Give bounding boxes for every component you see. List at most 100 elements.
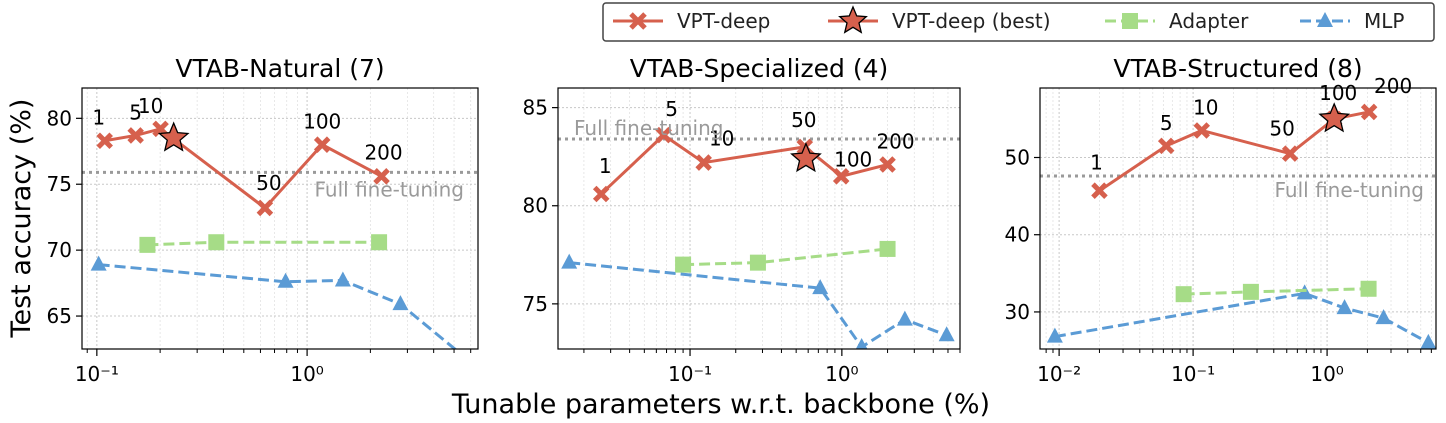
full-finetune-label: Full fine-tuning bbox=[574, 116, 723, 140]
series-adapter bbox=[1175, 280, 1377, 303]
plot-area bbox=[1046, 102, 1436, 349]
data-point bbox=[371, 234, 388, 251]
data-point bbox=[334, 271, 351, 287]
legend-label: VPT-deep bbox=[677, 9, 770, 33]
point-label: 50 bbox=[256, 171, 281, 195]
grid bbox=[1040, 88, 1436, 353]
data-point bbox=[208, 234, 225, 251]
y-axis-label: Test accuracy (%) bbox=[6, 99, 37, 339]
data-point bbox=[695, 154, 712, 171]
data-point bbox=[1193, 122, 1211, 139]
data-point bbox=[812, 279, 829, 295]
data-point bbox=[96, 132, 113, 149]
plot-area bbox=[561, 126, 955, 349]
point-label: 50 bbox=[791, 108, 816, 132]
data-point bbox=[1318, 102, 1351, 133]
series-vpt-deep-best bbox=[790, 141, 822, 173]
x-axis-label: Tunable parameters w.r.t. backbone (%) bbox=[451, 389, 990, 420]
point-label: 200 bbox=[364, 140, 402, 164]
series-mlp bbox=[561, 253, 955, 349]
series-line bbox=[1054, 291, 1430, 345]
y-tick-label: 85 bbox=[523, 96, 548, 120]
series-line bbox=[147, 240, 380, 247]
data-point bbox=[1157, 137, 1175, 155]
data-point bbox=[879, 240, 896, 257]
series-vpt-deep-best bbox=[1318, 102, 1351, 133]
legend-entry-vpt-deep-best: VPT-deep (best) bbox=[828, 5, 1051, 34]
data-point bbox=[1175, 286, 1192, 303]
series-vpt-deep bbox=[96, 120, 390, 217]
data-point bbox=[879, 156, 896, 173]
data-point bbox=[458, 349, 474, 364]
point-label: 10 bbox=[709, 127, 734, 151]
data-point bbox=[1046, 327, 1063, 343]
point-label: 200 bbox=[1374, 74, 1412, 98]
legend-marker bbox=[629, 12, 647, 30]
data-point bbox=[277, 272, 294, 288]
data-point bbox=[938, 326, 955, 342]
y-tick-label: 30 bbox=[1005, 300, 1030, 324]
data-point bbox=[313, 136, 331, 153]
point-label: 5 bbox=[665, 97, 678, 121]
legend-label: VPT-deep (best) bbox=[892, 9, 1051, 33]
y-tick-label: 65 bbox=[47, 304, 72, 328]
y-tick-label: 50 bbox=[1005, 145, 1030, 169]
x-tick-label: 10⁰ bbox=[290, 362, 323, 386]
data-point bbox=[675, 256, 692, 273]
point-label: 200 bbox=[876, 130, 914, 154]
data-point bbox=[1091, 182, 1108, 199]
x-tick-label: 10⁻¹ bbox=[75, 362, 119, 386]
legend-label: Adapter bbox=[1169, 9, 1249, 33]
data-point bbox=[127, 127, 144, 144]
data-point bbox=[832, 168, 850, 185]
series-adapter bbox=[675, 240, 896, 273]
panel-1: 1 510 50 100 200 Full fine-tuning 65 70 75 80 10⁻¹… bbox=[47, 54, 479, 386]
y-tick-label: 40 bbox=[1005, 223, 1030, 247]
series-vpt-deep-best bbox=[157, 121, 190, 152]
point-label: 1 bbox=[1090, 151, 1103, 175]
point-label: 100 bbox=[834, 147, 872, 171]
x-tick-label: 10⁰ bbox=[825, 362, 858, 386]
x-tick-label: 10⁻¹ bbox=[668, 362, 712, 386]
legend-entry-mlp: MLP bbox=[1300, 9, 1404, 33]
legend-entry-adapter: Adapter bbox=[1105, 9, 1249, 33]
series-mlp bbox=[90, 255, 474, 364]
data-point bbox=[655, 126, 672, 144]
axes-frame bbox=[1039, 87, 1437, 350]
data-point bbox=[1420, 333, 1436, 349]
legend-entry-vpt-deep: VPT-deep bbox=[613, 9, 770, 33]
series-line bbox=[683, 247, 888, 267]
data-point bbox=[790, 141, 822, 173]
x-tick-label: 10⁻² bbox=[1037, 362, 1081, 386]
data-point bbox=[90, 255, 107, 271]
series-line bbox=[1183, 287, 1369, 296]
data-point bbox=[1375, 309, 1392, 325]
data-point bbox=[139, 236, 156, 253]
legend-label: MLP bbox=[1364, 9, 1404, 33]
point-label: 1 bbox=[92, 106, 105, 130]
data-point bbox=[1360, 103, 1378, 121]
panel-title: VTAB-Structured (8) bbox=[1113, 54, 1362, 83]
data-point bbox=[896, 310, 913, 326]
y-tick-label: 75 bbox=[47, 172, 72, 196]
point-label: 5 bbox=[1160, 111, 1173, 135]
legend-frame bbox=[602, 2, 1435, 42]
panel-3: 1 5 10 50 100 200 Full fine-tuning 30 40 50 10⁻² 10… bbox=[1005, 54, 1437, 386]
axes-frame bbox=[81, 87, 479, 350]
point-label: 5 bbox=[129, 100, 142, 124]
grid bbox=[558, 88, 961, 353]
data-point bbox=[855, 338, 868, 349]
panel-title: VTAB-Natural (7) bbox=[175, 54, 384, 83]
full-finetune-label: Full fine-tuning bbox=[1275, 178, 1424, 202]
plot-area bbox=[90, 120, 474, 364]
series-mlp bbox=[1046, 284, 1436, 349]
series-line bbox=[600, 133, 888, 196]
series-line bbox=[569, 261, 948, 349]
y-tick-label: 75 bbox=[523, 292, 548, 316]
legend-marker bbox=[838, 5, 868, 34]
y-tick-label: 80 bbox=[47, 106, 72, 130]
series-line bbox=[104, 127, 383, 210]
legend-marker bbox=[1317, 12, 1333, 27]
